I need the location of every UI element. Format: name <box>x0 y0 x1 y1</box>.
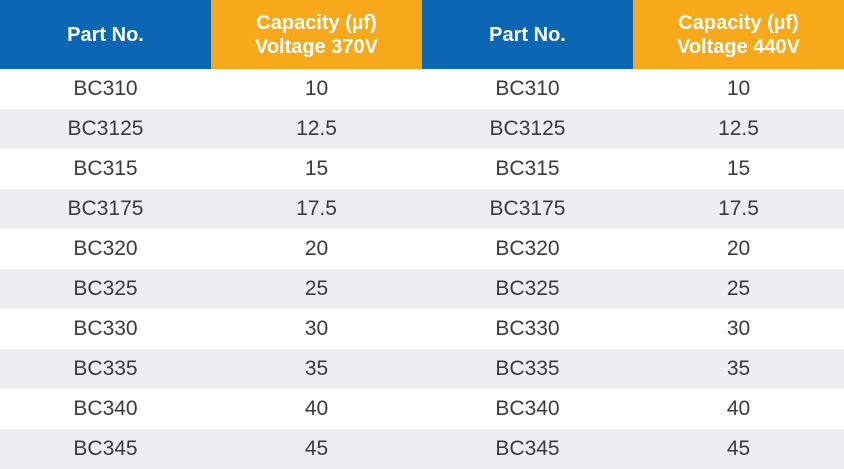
header-part-no-370: Part No. <box>0 0 211 69</box>
part-number-cell: BC3125 <box>0 109 211 149</box>
part-number-cell: BC315 <box>422 149 633 189</box>
part-number-cell: BC320 <box>422 229 633 269</box>
header-label: Part No. <box>489 23 566 46</box>
part-number-cell: BC345 <box>0 429 211 469</box>
capacity-cell: 30 <box>633 309 844 349</box>
capacity-cell: 12.5 <box>211 109 422 149</box>
part-number-cell: BC330 <box>0 309 211 349</box>
part-number-cell: BC315 <box>0 149 211 189</box>
header-voltage-label: Voltage 440V <box>676 35 801 58</box>
part-number-cell: BC3125 <box>422 109 633 149</box>
header-capacity-370: Capacity (µf) Voltage 370V <box>211 0 422 69</box>
header-capacity-label: Capacity (µf) <box>256 11 377 34</box>
part-number-cell: BC310 <box>422 69 633 109</box>
capacity-cell: 35 <box>211 349 422 389</box>
capacity-cell: 40 <box>633 389 844 429</box>
part-number-cell: BC340 <box>0 389 211 429</box>
capacity-cell: 10 <box>633 69 844 109</box>
capacity-cell: 35 <box>633 349 844 389</box>
capacity-cell: 30 <box>211 309 422 349</box>
part-number-cell: BC330 <box>422 309 633 349</box>
part-number-cell: BC325 <box>0 269 211 309</box>
capacity-cell: 25 <box>211 269 422 309</box>
header-capacity-label: Capacity (µf) <box>678 11 799 34</box>
header-capacity-440: Capacity (µf) Voltage 440V <box>633 0 844 69</box>
part-number-cell: BC335 <box>422 349 633 389</box>
capacity-cell: 12.5 <box>633 109 844 149</box>
part-number-cell: BC310 <box>0 69 211 109</box>
capacity-cell: 17.5 <box>211 189 422 229</box>
part-number-cell: BC320 <box>0 229 211 269</box>
capacity-cell: 10 <box>211 69 422 109</box>
part-number-cell: BC345 <box>422 429 633 469</box>
header-label: Part No. <box>67 23 144 46</box>
capacity-cell: 45 <box>633 429 844 469</box>
part-number-cell: BC335 <box>0 349 211 389</box>
part-number-cell: BC3175 <box>422 189 633 229</box>
part-number-cell: BC325 <box>422 269 633 309</box>
capacity-cell: 15 <box>633 149 844 189</box>
capacity-cell: 45 <box>211 429 422 469</box>
capacity-cell: 20 <box>211 229 422 269</box>
part-number-cell: BC340 <box>422 389 633 429</box>
part-number-cell: BC3175 <box>0 189 211 229</box>
capacity-cell: 20 <box>633 229 844 269</box>
capacity-cell: 15 <box>211 149 422 189</box>
capacity-cell: 25 <box>633 269 844 309</box>
header-part-no-440: Part No. <box>422 0 633 69</box>
capacity-cell: 40 <box>211 389 422 429</box>
header-voltage-label: Voltage 370V <box>254 35 379 58</box>
capacity-cell: 17.5 <box>633 189 844 229</box>
